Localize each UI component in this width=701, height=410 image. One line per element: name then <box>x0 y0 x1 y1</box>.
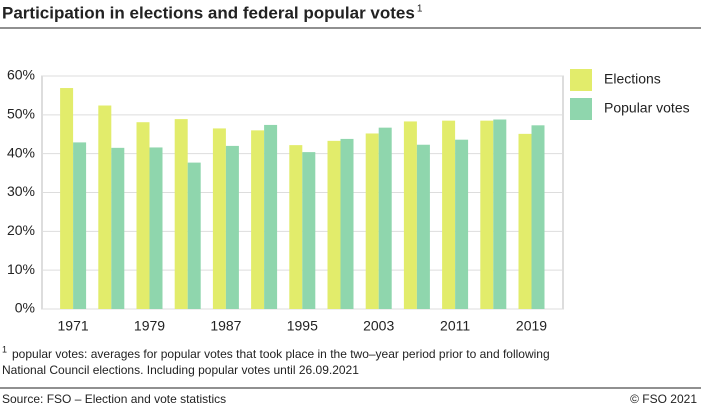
bar <box>518 133 532 309</box>
y-tick-label: 40% <box>7 144 35 160</box>
y-tick-label: 50% <box>7 106 35 122</box>
bar <box>327 140 341 309</box>
y-tick-label: 10% <box>7 261 35 277</box>
bar <box>136 122 150 309</box>
footnote: popular votes: averages for popular vote… <box>12 347 550 361</box>
y-tick-label: 60% <box>7 67 35 83</box>
chart-title: Participation in elections and federal p… <box>2 3 415 22</box>
bar <box>98 105 112 309</box>
bar <box>212 128 226 309</box>
x-tick-label: 1979 <box>134 318 165 334</box>
bar <box>111 147 125 309</box>
y-tick-label: 0% <box>15 300 35 316</box>
x-tick-label: 2003 <box>363 318 394 334</box>
bar <box>60 88 74 309</box>
x-tick-label: 1987 <box>210 318 241 334</box>
x-tick-label: 2011 <box>440 318 470 334</box>
bar <box>149 147 163 309</box>
footnote-marker: 1 <box>2 344 7 354</box>
bar <box>289 145 303 309</box>
title-note-marker: 1 <box>417 4 423 15</box>
y-tick-label: 20% <box>7 222 35 238</box>
bar <box>403 121 417 309</box>
bar <box>493 119 507 309</box>
bar <box>416 144 430 309</box>
source: Source: FSO – Election and vote statisti… <box>2 392 226 406</box>
x-tick-label: 1995 <box>287 318 318 334</box>
bar <box>531 125 545 310</box>
bar <box>480 120 494 310</box>
bar <box>455 139 469 309</box>
bar <box>378 127 392 309</box>
x-tick-label: 1971 <box>58 318 89 334</box>
x-tick-label: 2019 <box>516 318 547 334</box>
bar <box>174 119 188 309</box>
y-tick-label: 30% <box>7 183 35 199</box>
bar <box>302 152 316 309</box>
bar <box>340 138 354 309</box>
bar <box>264 124 278 310</box>
legend-label: Elections <box>604 71 661 87</box>
bar <box>73 142 87 309</box>
footnote: National Council elections. Including po… <box>2 363 359 377</box>
copyright: © FSO 2021 <box>630 392 697 406</box>
legend-swatch <box>570 98 592 120</box>
legend-swatch <box>570 69 592 91</box>
bar <box>442 120 456 310</box>
bar <box>225 145 239 309</box>
legend-label: Popular votes <box>604 100 690 116</box>
bar <box>251 130 265 309</box>
bar <box>365 133 379 309</box>
bar <box>187 162 201 309</box>
